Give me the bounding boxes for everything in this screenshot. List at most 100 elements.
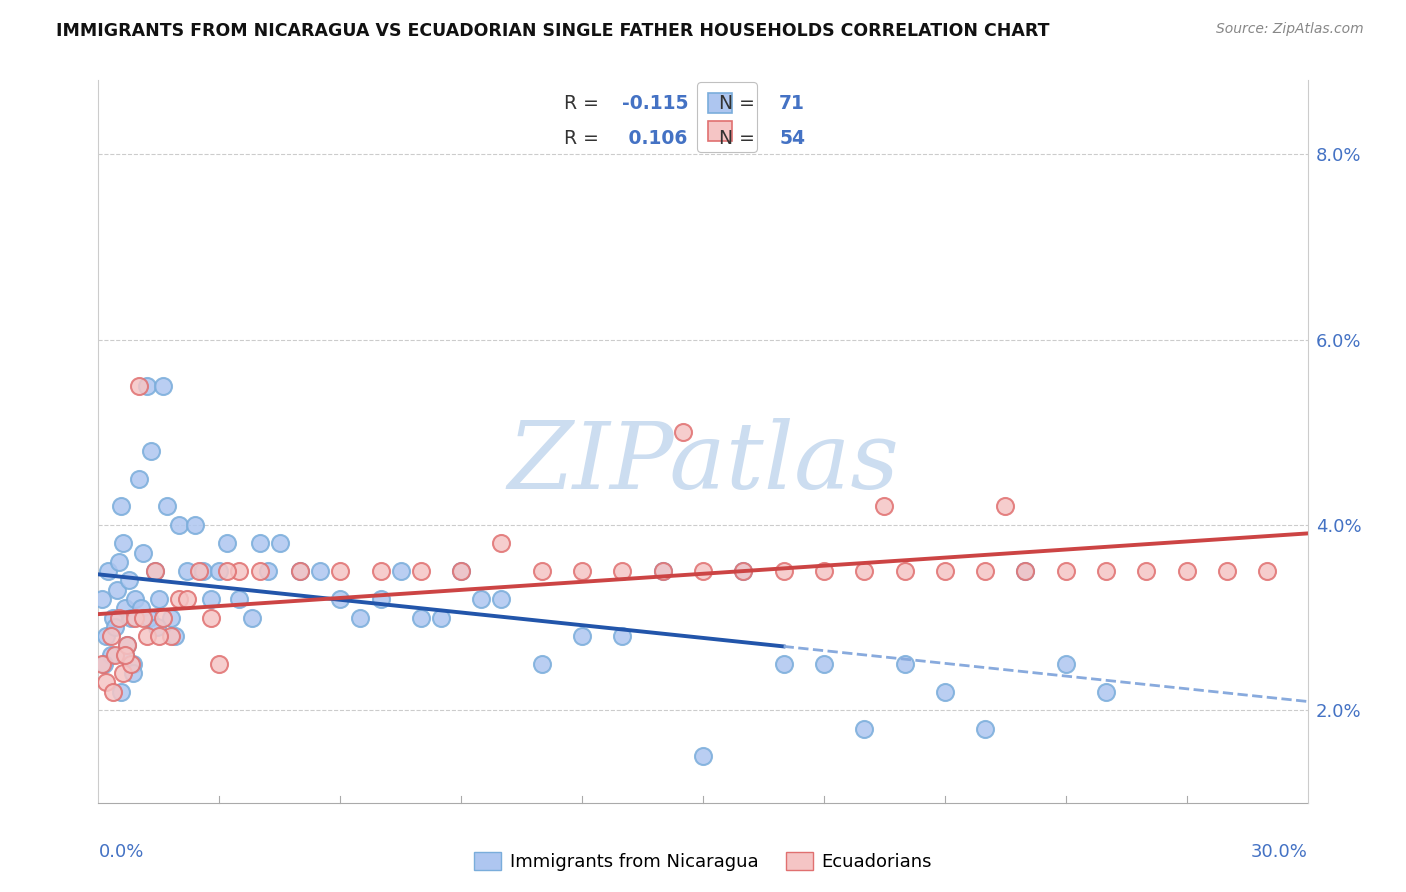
Point xyxy=(934,564,956,578)
Point xyxy=(672,425,695,440)
Point xyxy=(329,564,352,578)
Point xyxy=(217,564,239,578)
Legend: , : , xyxy=(697,82,756,152)
Point xyxy=(148,592,170,607)
Point xyxy=(110,684,132,698)
Point xyxy=(103,620,125,634)
Point xyxy=(1014,564,1036,578)
Point xyxy=(121,666,143,681)
Point xyxy=(96,675,118,690)
Point xyxy=(138,610,160,624)
Point xyxy=(269,536,291,550)
Point xyxy=(176,564,198,578)
Point xyxy=(651,564,673,578)
Point xyxy=(114,601,136,615)
Point xyxy=(470,592,492,607)
Point xyxy=(288,564,311,578)
Text: 71: 71 xyxy=(779,94,806,113)
Point xyxy=(120,657,142,671)
Point xyxy=(813,657,835,671)
Point xyxy=(184,517,207,532)
Point xyxy=(450,564,472,578)
Point xyxy=(148,629,170,643)
Point xyxy=(974,722,997,736)
Text: -0.115: -0.115 xyxy=(621,94,689,113)
Point xyxy=(93,657,115,671)
Point xyxy=(129,601,152,615)
Point xyxy=(193,564,215,578)
Point xyxy=(128,379,150,393)
Point xyxy=(974,564,997,578)
Point xyxy=(853,722,876,736)
Point xyxy=(200,610,222,624)
Point xyxy=(101,684,124,698)
Point xyxy=(571,564,593,578)
Point xyxy=(115,638,138,652)
Point xyxy=(143,564,166,578)
Point xyxy=(97,564,120,578)
Point xyxy=(124,592,146,607)
Point xyxy=(240,610,263,624)
Point xyxy=(103,648,125,662)
Point xyxy=(329,592,352,607)
Point xyxy=(124,610,146,624)
Point xyxy=(135,379,157,393)
Point xyxy=(111,666,134,681)
Point xyxy=(208,657,231,671)
Text: Source: ZipAtlas.com: Source: ZipAtlas.com xyxy=(1216,22,1364,37)
Point xyxy=(167,517,190,532)
Point xyxy=(200,592,222,607)
Text: 0.0%: 0.0% xyxy=(98,843,143,861)
Point xyxy=(105,582,128,597)
Point xyxy=(934,684,956,698)
Text: 54: 54 xyxy=(779,128,806,147)
Point xyxy=(188,564,211,578)
Point xyxy=(100,629,122,643)
Point xyxy=(100,648,122,662)
Point xyxy=(120,610,142,624)
Point xyxy=(176,592,198,607)
Point xyxy=(1216,564,1239,578)
Text: 0.106: 0.106 xyxy=(621,128,688,147)
Point xyxy=(143,564,166,578)
Point xyxy=(772,564,794,578)
Point xyxy=(1256,564,1278,578)
Point xyxy=(1054,657,1077,671)
Point xyxy=(288,564,311,578)
Point xyxy=(249,536,271,550)
Point xyxy=(128,472,150,486)
Point xyxy=(152,379,174,393)
Text: IMMIGRANTS FROM NICARAGUA VS ECUADORIAN SINGLE FATHER HOUSEHOLDS CORRELATION CHA: IMMIGRANTS FROM NICARAGUA VS ECUADORIAN … xyxy=(56,22,1050,40)
Point xyxy=(409,564,432,578)
Point xyxy=(612,564,634,578)
Point xyxy=(91,657,114,671)
Point xyxy=(96,629,118,643)
Text: ZIPatlas: ZIPatlas xyxy=(508,418,898,508)
Point xyxy=(111,536,134,550)
Legend: Immigrants from Nicaragua, Ecuadorians: Immigrants from Nicaragua, Ecuadorians xyxy=(467,846,939,879)
Point xyxy=(893,657,915,671)
Point xyxy=(256,564,278,578)
Point xyxy=(167,592,190,607)
Point xyxy=(139,443,162,458)
Text: 30.0%: 30.0% xyxy=(1251,843,1308,861)
Point xyxy=(132,546,155,560)
Text: N =: N = xyxy=(707,94,761,113)
Point xyxy=(249,564,271,578)
Point xyxy=(1135,564,1157,578)
Point xyxy=(873,500,896,514)
Point xyxy=(692,564,714,578)
Point xyxy=(121,657,143,671)
Text: R =: R = xyxy=(564,94,605,113)
Point xyxy=(1175,564,1198,578)
Point xyxy=(146,620,169,634)
Point xyxy=(409,610,432,624)
Point xyxy=(228,564,250,578)
Point xyxy=(208,564,231,578)
Point xyxy=(491,592,513,607)
Point xyxy=(160,610,183,624)
Point xyxy=(651,564,673,578)
Point xyxy=(163,629,186,643)
Point xyxy=(994,500,1017,514)
Point xyxy=(1054,564,1077,578)
